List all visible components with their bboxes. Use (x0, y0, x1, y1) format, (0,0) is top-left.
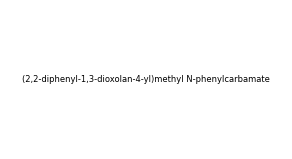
Text: (2,2-diphenyl-1,3-dioxolan-4-yl)methyl N-phenylcarbamate: (2,2-diphenyl-1,3-dioxolan-4-yl)methyl N… (22, 75, 270, 84)
